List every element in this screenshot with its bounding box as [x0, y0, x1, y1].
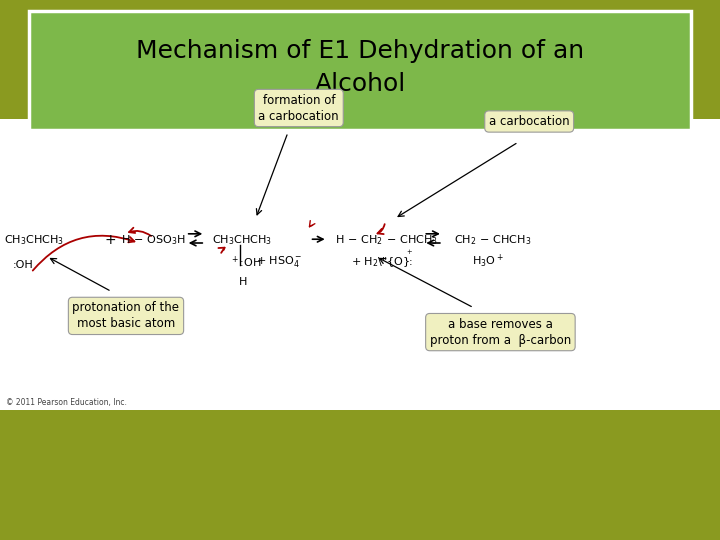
Text: © 2011 Pearson Education, Inc.: © 2011 Pearson Education, Inc. — [6, 398, 127, 407]
FancyBboxPatch shape — [0, 119, 720, 410]
Text: H$_3$O$^+$: H$_3$O$^+$ — [472, 253, 503, 271]
Text: CH$_3$CHCH$_3$: CH$_3$CHCH$_3$ — [212, 233, 272, 247]
Text: H$\,-\,$OSO$_3$H: H$\,-\,$OSO$_3$H — [121, 233, 186, 247]
Text: $^+$:OH: $^+$:OH — [230, 254, 262, 269]
Text: CH$_2\,-\,$CHCH$_3$: CH$_2\,-\,$CHCH$_3$ — [454, 233, 531, 247]
Text: H: H — [239, 277, 248, 287]
Text: :OH: :OH — [13, 260, 34, 269]
FancyBboxPatch shape — [29, 11, 691, 130]
Text: CH$_3$CHCH$_3$: CH$_3$CHCH$_3$ — [4, 233, 63, 247]
Text: formation of
a carbocation: formation of a carbocation — [258, 93, 339, 123]
Text: + HSO$_4^-$: + HSO$_4^-$ — [256, 254, 302, 269]
Text: a base removes a
proton from a  β-carbon: a base removes a proton from a β-carbon — [430, 318, 571, 347]
Text: a carbocation: a carbocation — [489, 115, 570, 128]
Text: H$\,-\,$CH$_2\,-\,$CHCH$_3$: H$\,-\,$CH$_2\,-\,$CHCH$_3$ — [335, 233, 438, 247]
FancyBboxPatch shape — [0, 413, 720, 540]
Text: protonation of the
most basic atom: protonation of the most basic atom — [73, 301, 179, 330]
Text: Mechanism of E1 Dehydration of an
Alcohol: Mechanism of E1 Dehydration of an Alcoho… — [136, 39, 584, 96]
Text: +: + — [104, 233, 116, 247]
Text: + H$_2$\"{O}:: + H$_2$\"{O}: — [351, 255, 413, 269]
Text: $^+$: $^+$ — [405, 249, 413, 259]
